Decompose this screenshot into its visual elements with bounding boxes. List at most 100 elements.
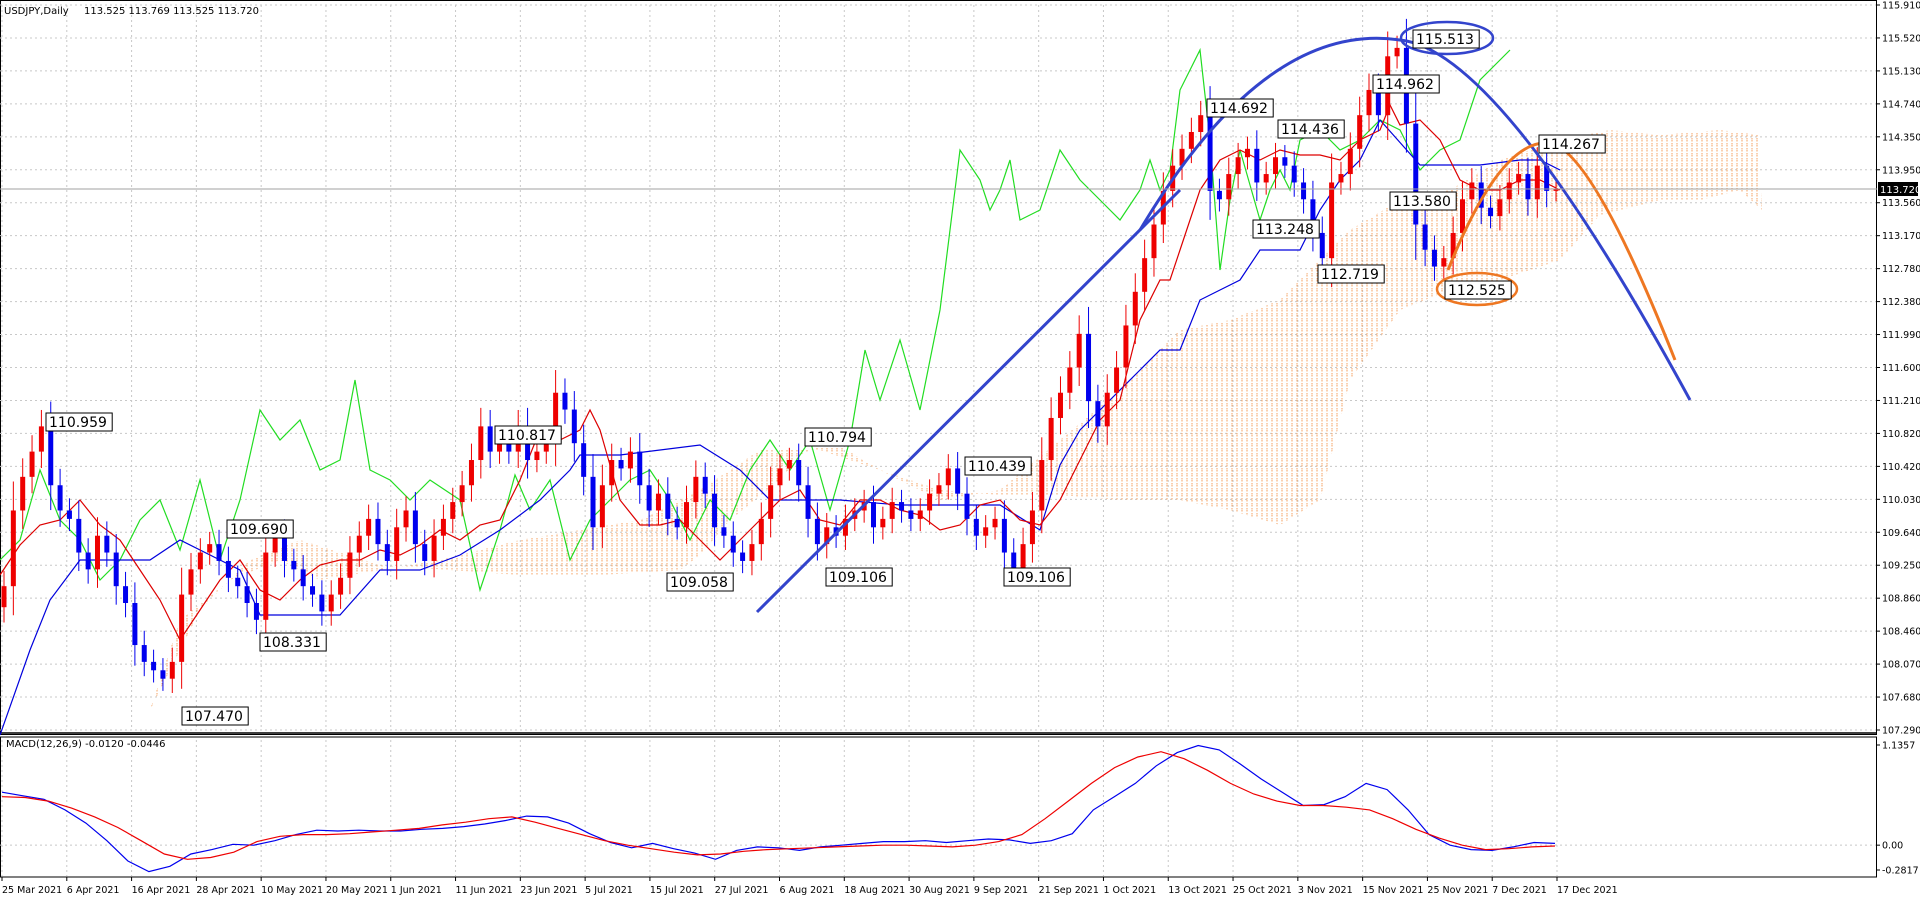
price-annotation: 114.692 xyxy=(1210,101,1268,117)
y-tick-label: 108.860 xyxy=(1882,594,1920,605)
candle-body xyxy=(1310,199,1316,233)
price-annotation: 110.959 xyxy=(49,415,107,431)
candle-body xyxy=(618,460,624,469)
candle-body xyxy=(1413,123,1419,225)
current-price-label: 113.720 xyxy=(1880,185,1920,196)
price-annotation-box xyxy=(1389,191,1457,211)
candle-body xyxy=(403,510,409,528)
candle-body xyxy=(468,460,474,486)
candle-body xyxy=(113,552,119,587)
candle-body xyxy=(1132,291,1138,326)
candle-body xyxy=(674,518,680,528)
price-annotation: 112.525 xyxy=(1448,283,1506,299)
candle-body xyxy=(459,485,465,503)
price-annotation: 114.436 xyxy=(1281,122,1339,138)
price-annotation-box xyxy=(1412,29,1480,49)
price-annotation-box xyxy=(259,632,327,652)
x-tick-label: 23 Jun 2021 xyxy=(520,885,577,896)
candle-body xyxy=(768,485,774,519)
candle-body xyxy=(955,468,961,494)
candle-body xyxy=(684,502,690,528)
candle-body xyxy=(1244,148,1250,158)
candle-body xyxy=(1357,115,1363,149)
price-annotation: 109.690 xyxy=(230,522,288,538)
candle-body xyxy=(1478,182,1484,208)
candle-body xyxy=(1057,392,1063,418)
candle-body xyxy=(665,493,671,519)
price-annotation: 115.513 xyxy=(1416,32,1474,48)
candle-body xyxy=(450,502,456,519)
candle-body xyxy=(422,544,428,561)
y-tick-label: 110.820 xyxy=(1882,429,1920,440)
candle-body xyxy=(347,552,353,578)
candle-body xyxy=(310,586,316,595)
y-tick-label: 112.380 xyxy=(1882,297,1920,308)
candle-body xyxy=(927,493,933,511)
candle-body xyxy=(1123,325,1129,368)
x-tick-label: 27 Jul 2021 xyxy=(715,885,769,896)
candle-body xyxy=(1179,148,1185,166)
candle-body xyxy=(1497,199,1503,217)
candle-body xyxy=(1375,89,1381,116)
candle-body xyxy=(749,544,755,561)
candle-body xyxy=(1544,165,1550,191)
candle-body xyxy=(48,426,54,486)
x-tick-label: 7 Dec 2021 xyxy=(1492,885,1547,896)
price-annotation-box xyxy=(964,456,1032,476)
price-annotation: 112.719 xyxy=(1321,267,1379,283)
y-tick-label: 113.170 xyxy=(1882,231,1920,242)
price-annotation-box xyxy=(45,412,113,432)
price-annotation: 109.106 xyxy=(829,570,887,586)
x-tick-label: 1 Oct 2021 xyxy=(1103,885,1156,896)
candle-body xyxy=(571,409,577,444)
candle-body xyxy=(1301,182,1307,200)
candle-body xyxy=(440,518,446,536)
candle-body xyxy=(1366,89,1372,116)
candle-body xyxy=(1235,157,1241,175)
y-tick-label: 112.780 xyxy=(1882,264,1920,275)
candle-body xyxy=(637,451,643,486)
candle-body xyxy=(917,510,923,519)
candle-body xyxy=(1048,417,1054,461)
candle-body xyxy=(1282,157,1288,166)
candle-body xyxy=(721,527,727,536)
price-annotation: 114.962 xyxy=(1376,77,1434,93)
candle-body xyxy=(384,544,390,561)
candle-body xyxy=(1001,518,1007,553)
price-annotation-box xyxy=(1538,134,1606,154)
x-tick-label: 9 Sep 2021 xyxy=(974,885,1028,896)
y-tick-label: 113.950 xyxy=(1882,165,1920,176)
price-annotation-box xyxy=(1206,98,1274,118)
candle-body xyxy=(824,527,830,545)
candle-body xyxy=(10,510,16,587)
x-tick-label: 15 Nov 2021 xyxy=(1363,885,1424,896)
candle-body xyxy=(375,518,381,545)
candle-body xyxy=(1020,544,1026,570)
price-annotation: 110.794 xyxy=(808,430,866,446)
macd-lines xyxy=(1,744,1556,873)
macd-signal-line xyxy=(1,751,1556,860)
price-annotation-box xyxy=(226,519,294,539)
y-tick-label: 107.680 xyxy=(1882,693,1920,704)
candle-body xyxy=(1534,165,1540,200)
candle-body xyxy=(1460,199,1466,233)
price-annotation-box xyxy=(181,706,249,726)
y-tick-label: 111.990 xyxy=(1882,330,1920,341)
candle-body xyxy=(1488,207,1494,217)
candle-body xyxy=(1553,189,1559,191)
candle-body xyxy=(319,594,325,612)
candle-body xyxy=(786,460,792,469)
candle-body xyxy=(169,661,175,679)
candle-body xyxy=(394,527,400,561)
candle-body xyxy=(356,535,362,553)
candle-body xyxy=(609,460,615,486)
x-tick-label: 17 Dec 2021 xyxy=(1557,885,1618,896)
macd-y-tick-label: 0.00 xyxy=(1882,841,1903,852)
y-tick-label: 111.600 xyxy=(1882,363,1920,374)
y-tick-label: 113.560 xyxy=(1882,198,1920,209)
candle-body xyxy=(553,392,559,444)
candle-body xyxy=(1011,552,1017,570)
candle-body xyxy=(1188,132,1194,149)
macd-panel-frame xyxy=(0,736,1877,878)
x-tick-label: 15 Jul 2021 xyxy=(650,885,704,896)
